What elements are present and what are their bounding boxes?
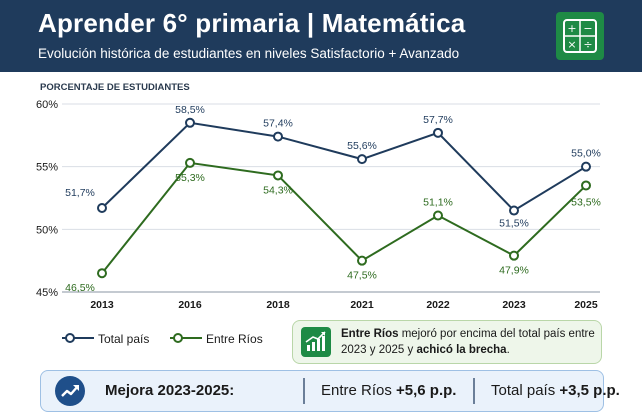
data-label: 51,5% (499, 218, 529, 230)
data-point (581, 161, 591, 172)
svg-text:+: + (567, 22, 576, 35)
svg-text:×: × (567, 38, 576, 51)
legend-label-entre-rios: Entre Ríos (206, 332, 263, 346)
svg-text:−: − (583, 22, 592, 35)
data-point (433, 127, 443, 138)
data-label: 51,1% (423, 197, 453, 209)
banner-total-value: +3,5 p.p. (559, 382, 620, 399)
data-label: 55,0% (571, 148, 601, 160)
banner-title: Mejora 2023-2025: (105, 382, 235, 399)
banner-total-label: Total país (491, 382, 560, 399)
data-label: 46,5% (65, 282, 95, 294)
x-tick-label: 2018 (266, 299, 290, 311)
data-point (273, 131, 283, 142)
x-tick-label: 2016 (178, 299, 202, 311)
callout-text-2: . (506, 344, 510, 356)
data-point (273, 170, 283, 181)
banner-er-value: +5,6 p.p. (396, 382, 457, 399)
header-banner: Aprender 6° primaria | Matemática Evoluc… (0, 0, 642, 72)
data-label: 51,7% (65, 187, 95, 199)
data-label: 53,5% (571, 196, 601, 208)
y-axis-label: PORCENTAJE DE ESTUDIANTES (40, 82, 190, 93)
banner-er-label: Entre Ríos (321, 382, 397, 399)
x-tick-label: 2013 (90, 299, 114, 311)
data-point (581, 180, 591, 191)
banner-divider (473, 378, 475, 404)
page-subtitle: Evolución histórica de estudiantes en ni… (38, 46, 460, 61)
x-tick-label: 2025 (574, 299, 598, 311)
data-label: 55,3% (175, 172, 205, 184)
data-point (185, 117, 195, 128)
x-tick-label: 2023 (502, 299, 526, 311)
legend-item-total-pais: Total país (60, 330, 150, 346)
callout-text: Entre Ríos mejoró por encima del total p… (341, 326, 595, 358)
data-label: 47,5% (347, 270, 377, 282)
trend-up-chart-icon (301, 327, 331, 357)
data-point (357, 255, 367, 266)
data-label: 47,9% (499, 265, 529, 277)
data-label: 55,6% (347, 140, 377, 152)
calculator-icon: + − × ÷ (556, 12, 604, 60)
y-tick-label: 45% (36, 287, 58, 299)
data-label: 54,3% (263, 184, 293, 196)
trend-up-icon (55, 376, 85, 406)
y-tick-label: 50% (36, 224, 58, 236)
callout-strong: Entre Ríos (341, 328, 399, 340)
data-point (509, 205, 519, 216)
data-label: 58,5% (175, 104, 205, 116)
y-tick-label: 60% (36, 99, 58, 111)
data-point (97, 268, 107, 279)
data-point (97, 203, 107, 214)
svg-text:÷: ÷ (583, 38, 592, 51)
banner-entre-rios: Entre Ríos +5,6 p.p. (321, 382, 456, 399)
banner-divider (303, 378, 305, 404)
data-point (185, 157, 195, 168)
page-title: Aprender 6° primaria | Matemática (38, 8, 466, 38)
legend-label-total-pais: Total país (98, 332, 150, 346)
insight-callout: Entre Ríos mejoró por encima del total p… (292, 320, 602, 364)
line-chart: PORCENTAJE DE ESTUDIANTES 45% 50% 55% 60% 201… (36, 82, 601, 311)
data-point (433, 210, 443, 221)
data-label: 57,7% (423, 114, 453, 126)
legend-item-entre-rios: Entre Ríos (168, 330, 268, 346)
callout-strong-2: achicó la brecha (416, 344, 507, 356)
callout-text-1: mejoró por encima del total país entre 2… (341, 328, 595, 356)
data-point (509, 250, 519, 261)
y-tick-label: 55% (36, 162, 58, 174)
x-tick-label: 2021 (350, 299, 374, 311)
data-label: 57,4% (263, 118, 293, 130)
data-point (357, 154, 367, 165)
banner-total-pais: Total país +3,5 p.p. (491, 382, 620, 399)
improvement-banner: Mejora 2023-2025: Entre Ríos +5,6 p.p. T… (40, 370, 620, 412)
x-tick-label: 2022 (426, 299, 450, 311)
